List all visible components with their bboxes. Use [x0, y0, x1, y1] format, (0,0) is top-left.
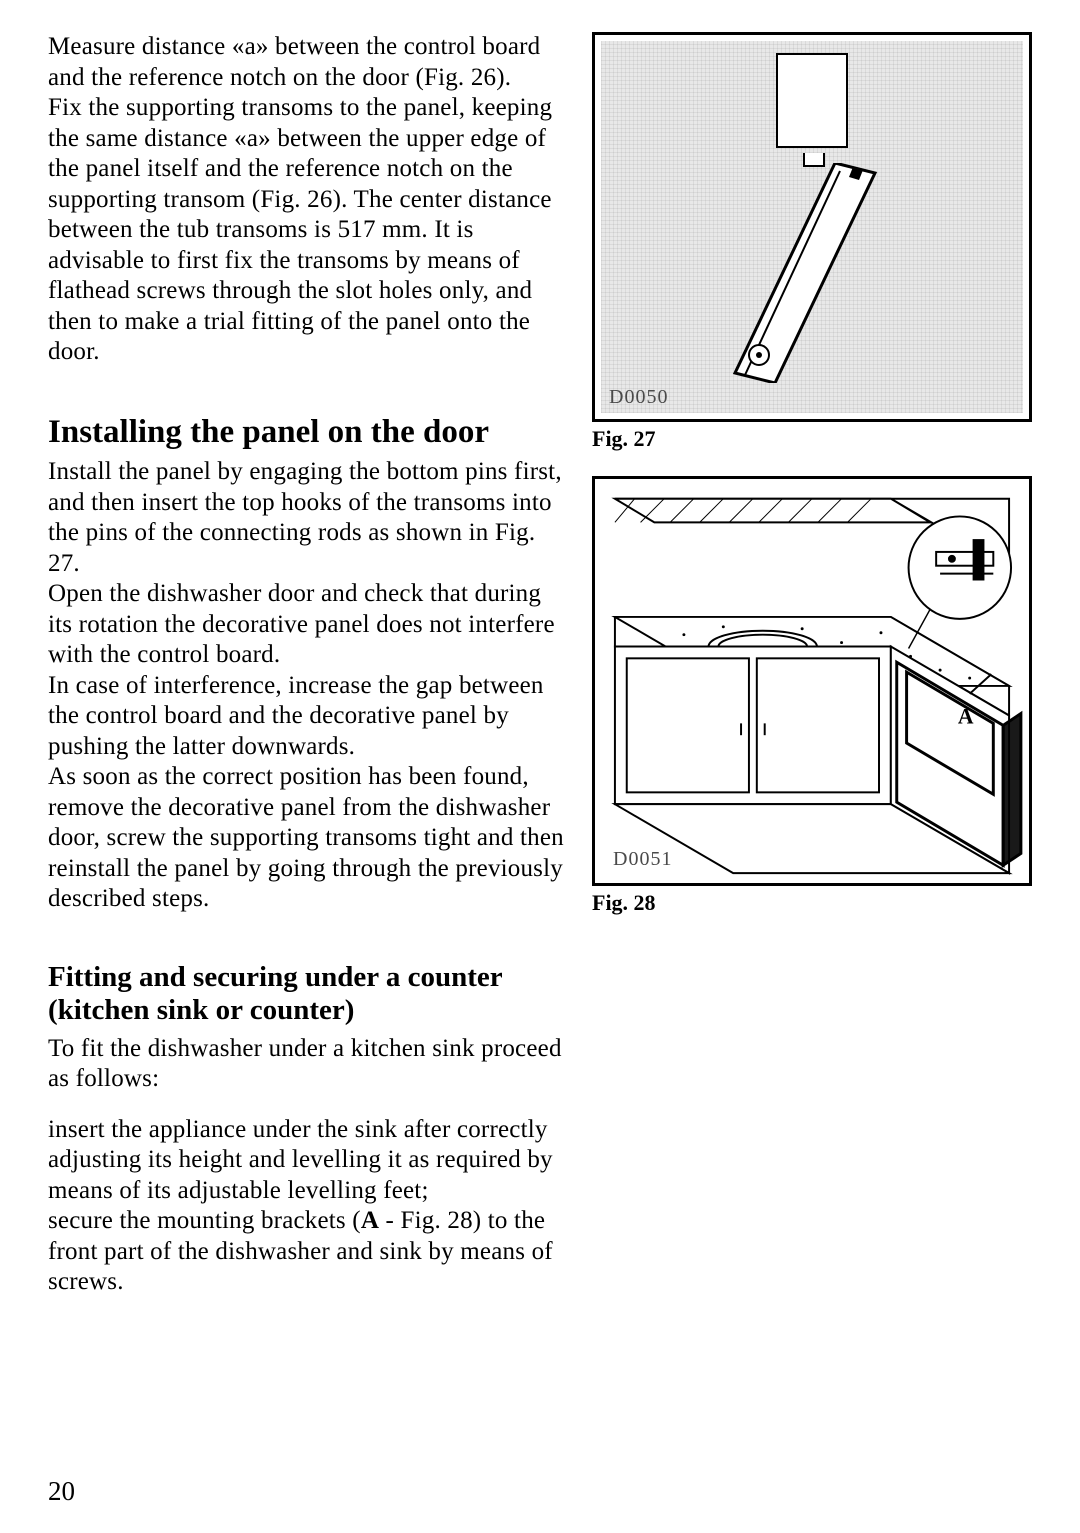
- figure-28-letter-a: A: [958, 704, 974, 728]
- heading-fitting-securing: Fitting and securing under a counter (ki…: [48, 961, 564, 1028]
- para9-bold-a: A: [361, 1207, 379, 1234]
- paragraph-secure-brackets: secure the mounting brackets (A - Fig. 2…: [48, 1206, 564, 1298]
- left-column: Measure distance «a» between the control…: [48, 32, 564, 1298]
- paragraph-insert-appliance: insert the appliance under the sink afte…: [48, 1115, 564, 1207]
- para9-before: secure the mounting brackets (: [48, 1207, 361, 1234]
- figure-28: A: [592, 476, 1032, 886]
- paragraph-measure: Measure distance «a» between the control…: [48, 32, 564, 93]
- heading-installing-panel: Installing the panel on the door: [48, 414, 564, 452]
- paragraph-fix-transoms: Fix the supporting transoms to the panel…: [48, 93, 564, 368]
- figure-27-code: D0050: [609, 386, 668, 409]
- figure-27-transom-icon: [715, 163, 895, 383]
- paragraph-install-panel: Install the panel by engaging the bottom…: [48, 457, 564, 579]
- page-content: Measure distance «a» between the control…: [48, 32, 1032, 1298]
- figure-28-illustration-icon: A: [595, 479, 1029, 883]
- figure-27-caption: Fig. 27: [592, 426, 1032, 452]
- page-number: 20: [48, 1476, 75, 1507]
- paragraph-open-door: Open the dishwasher door and check that …: [48, 579, 564, 671]
- figure-27-panel-icon: [776, 53, 848, 148]
- paragraph-correct-position: As soon as the correct position has been…: [48, 762, 564, 915]
- figure-28-caption: Fig. 28: [592, 890, 1032, 916]
- figure-27: D0050: [592, 32, 1032, 422]
- paragraph-interference: In case of interference, increase the ga…: [48, 671, 564, 763]
- paragraph-fit-under-sink: To fit the dishwasher under a kitchen si…: [48, 1034, 564, 1095]
- right-column: D0050 Fig. 27: [592, 32, 1032, 1298]
- figure-28-code: D0051: [613, 848, 672, 871]
